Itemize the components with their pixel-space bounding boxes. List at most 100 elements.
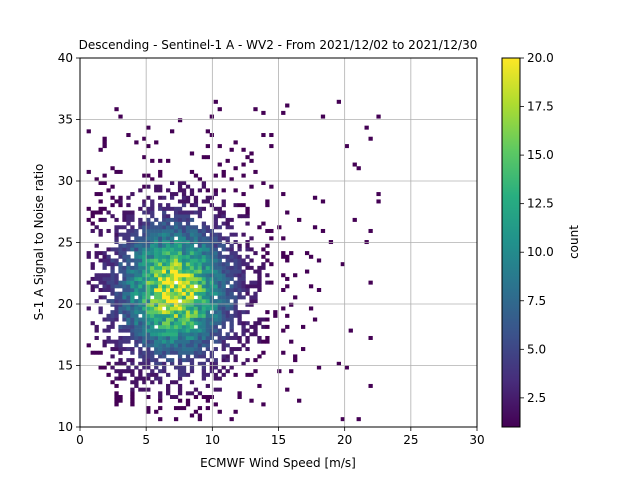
- heatmap-cell: [177, 236, 183, 241]
- heatmap-cell: [229, 317, 234, 322]
- heatmap-cell: [197, 347, 203, 352]
- heatmap-cell: [217, 302, 222, 307]
- heatmap-cell: [241, 276, 246, 281]
- heatmap-cell: [134, 321, 139, 326]
- heatmap-cell: [169, 269, 175, 274]
- heatmap-cell: [138, 328, 143, 333]
- heatmap-cell: [281, 110, 286, 115]
- heatmap-cell: [193, 313, 199, 318]
- heatmap-cell: [118, 265, 123, 270]
- heatmap-cell: [86, 251, 91, 256]
- heatmap-cell: [162, 369, 167, 374]
- heatmap-cell: [189, 276, 195, 281]
- heatmap-cell: [114, 343, 119, 348]
- heatmap-cell: [261, 350, 266, 355]
- heatmap-cell: [166, 232, 171, 237]
- heatmap-cell: [142, 269, 147, 274]
- heatmap-cell: [162, 195, 167, 200]
- heatmap-cell: [217, 284, 222, 289]
- heatmap-cell: [154, 350, 159, 355]
- heatmap-cell: [150, 354, 155, 359]
- heatmap-cell: [181, 406, 187, 411]
- heatmap-cell: [114, 395, 119, 400]
- heatmap-cell: [245, 221, 250, 226]
- heatmap-cell: [134, 335, 139, 340]
- heatmap-cell: [146, 269, 151, 274]
- heatmap-cell: [177, 317, 183, 322]
- heatmap-cell: [130, 317, 135, 322]
- heatmap-cell: [217, 409, 222, 414]
- heatmap-cell: [158, 251, 163, 256]
- heatmap-cell: [237, 243, 242, 248]
- heatmap-cell: [134, 262, 139, 267]
- heatmap-cell: [118, 358, 123, 363]
- heatmap-cell: [162, 217, 167, 222]
- heatmap-cell: [221, 221, 226, 226]
- heatmap-cell: [253, 269, 258, 274]
- heatmap-cell: [193, 339, 199, 344]
- heatmap-cell: [285, 387, 290, 392]
- heatmap-cell: [217, 295, 222, 300]
- heatmap-cell: [162, 335, 167, 340]
- heatmap-cell: [142, 387, 147, 392]
- heatmap-cell: [110, 195, 115, 200]
- heatmap-cell: [225, 358, 230, 363]
- heatmap-cell: [138, 236, 143, 241]
- heatmap-cell: [150, 214, 155, 219]
- heatmap-cell: [126, 247, 131, 252]
- heatmap-cell: [150, 236, 155, 241]
- heatmap-cell: [241, 273, 246, 278]
- heatmap-cell: [281, 192, 286, 197]
- heatmap-cell: [150, 343, 155, 348]
- heatmap-cell: [217, 206, 222, 211]
- heatmap-cell: [225, 332, 230, 337]
- heatmap-cell: [98, 217, 103, 222]
- heatmap-cell: [233, 269, 238, 274]
- heatmap-cell: [237, 339, 242, 344]
- heatmap-cell: [122, 295, 127, 300]
- heatmap-cell: [233, 140, 238, 145]
- heatmap-cell: [110, 258, 115, 263]
- heatmap-cell: [245, 265, 250, 270]
- heatmap-cell: [122, 288, 127, 292]
- heatmap-cell: [146, 347, 151, 352]
- heatmap-cell: [150, 276, 155, 281]
- heatmap-cell: [181, 339, 187, 344]
- heatmap-cell: [154, 243, 159, 248]
- heatmap-cell: [185, 280, 191, 285]
- heatmap-cell: [154, 262, 159, 267]
- heatmap-cell: [197, 306, 203, 311]
- heatmap-cell: [201, 291, 207, 296]
- heatmap-cell: [118, 350, 123, 355]
- heatmap-cell: [177, 350, 183, 355]
- heatmap-cell: [233, 347, 238, 352]
- heatmap-cell: [122, 299, 127, 304]
- heatmap-cell: [106, 361, 111, 366]
- heatmap-cell: [162, 302, 167, 307]
- heatmap-cell: [142, 365, 147, 370]
- heatmap-cell: [166, 347, 171, 352]
- heatmap-cell: [229, 284, 234, 289]
- heatmap-cell: [98, 350, 103, 355]
- heatmap-cell: [356, 166, 361, 171]
- heatmap-cell: [158, 306, 163, 311]
- heatmap-cell: [166, 280, 171, 285]
- heatmap-cell: [122, 313, 127, 318]
- heatmap-cell: [368, 136, 373, 141]
- heatmap-cell: [241, 203, 246, 208]
- heatmap-cell: [249, 324, 254, 329]
- heatmap-cell: [130, 398, 135, 403]
- heatmap-cell: [209, 321, 214, 326]
- heatmap-cell: [304, 251, 310, 256]
- heatmap-cell: [177, 306, 183, 311]
- heatmap-cell: [229, 177, 234, 182]
- heatmap-cell: [130, 358, 135, 363]
- heatmap-cell: [138, 387, 143, 392]
- heatmap-cell: [269, 262, 274, 267]
- heatmap-cell: [146, 313, 151, 318]
- heatmap-cell: [221, 302, 226, 307]
- heatmap-cell: [201, 184, 207, 189]
- heatmap-cell: [154, 409, 159, 414]
- heatmap-cell: [193, 251, 199, 256]
- heatmap-cell: [237, 265, 242, 270]
